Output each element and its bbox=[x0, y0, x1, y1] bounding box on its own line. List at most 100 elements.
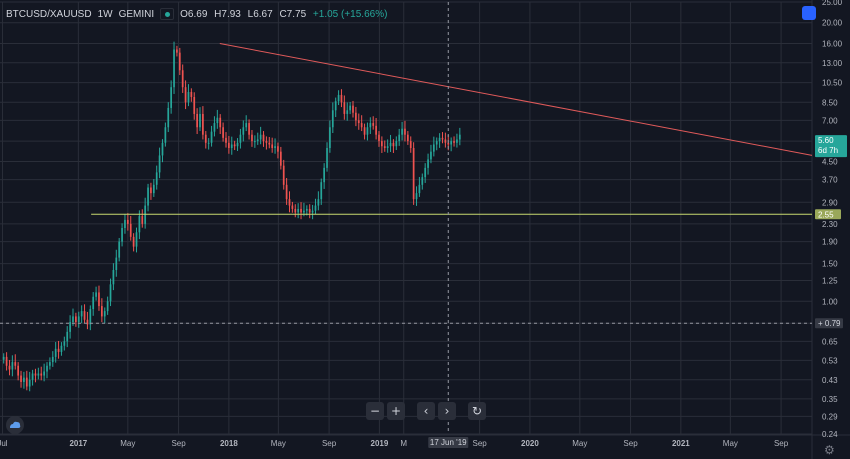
price-tick-label: 8.50 bbox=[822, 98, 838, 107]
time-tick-label: 2018 bbox=[220, 439, 238, 448]
candle-body bbox=[340, 94, 343, 103]
candle-body bbox=[438, 137, 441, 142]
candle-body bbox=[256, 139, 259, 142]
candle-body bbox=[366, 127, 369, 135]
crosshair-price-badge-text: + 0.79 bbox=[818, 319, 841, 328]
candle-body bbox=[311, 210, 314, 213]
price-tick-label: 0.43 bbox=[822, 376, 838, 385]
candle-body bbox=[236, 142, 239, 147]
candle-body bbox=[262, 134, 265, 142]
candle-body bbox=[386, 146, 389, 149]
candle-body bbox=[80, 311, 83, 317]
candle-body bbox=[28, 379, 31, 387]
candle-body bbox=[77, 316, 80, 323]
price-tick-label: 25.00 bbox=[822, 0, 843, 7]
candle-body bbox=[378, 134, 380, 142]
candle-body bbox=[418, 184, 421, 194]
symbol-label[interactable]: BTCUSD/XAUUSD bbox=[6, 8, 92, 20]
candle-body bbox=[150, 187, 152, 194]
candle-body bbox=[170, 87, 173, 108]
candle-body bbox=[343, 102, 346, 114]
candle-body bbox=[132, 236, 135, 247]
candle-body bbox=[441, 137, 444, 140]
resistance-trendline[interactable] bbox=[219, 43, 813, 156]
candle-body bbox=[363, 127, 366, 135]
last-price-badge-bg bbox=[815, 135, 847, 158]
candle-body bbox=[308, 208, 311, 213]
settings-gear-icon[interactable]: ⚙ bbox=[824, 443, 835, 457]
candle-body bbox=[86, 319, 89, 325]
high-value: H7.93 bbox=[214, 8, 241, 20]
candle-body bbox=[239, 134, 242, 143]
candle-body bbox=[282, 165, 285, 185]
time-axis[interactable]: Jul 2017 May Sep 2018 May Sep 2019 M Sep 2020 May Se… bbox=[0, 439, 789, 448]
last-price-badge-text: 6d 7h bbox=[818, 146, 838, 155]
candle-body bbox=[369, 123, 372, 128]
candle-body bbox=[355, 112, 357, 121]
candle-body bbox=[210, 131, 213, 143]
time-tick-label: May bbox=[120, 439, 135, 448]
reset-icon[interactable]: ↻ bbox=[468, 402, 486, 420]
candle-body bbox=[121, 227, 123, 242]
candle-body bbox=[2, 356, 5, 360]
candle-body bbox=[450, 141, 453, 145]
candle-body bbox=[207, 142, 210, 144]
candle-body bbox=[187, 91, 190, 103]
candle-body bbox=[320, 182, 323, 200]
candle-body bbox=[199, 113, 201, 128]
candle-body bbox=[225, 137, 227, 143]
price-tick-label: 20.00 bbox=[822, 19, 843, 28]
candle-body bbox=[8, 365, 11, 370]
candle-body bbox=[43, 371, 45, 376]
candle-body bbox=[317, 199, 320, 206]
candle-body bbox=[392, 142, 395, 147]
candle-body bbox=[401, 128, 403, 135]
candle-body bbox=[72, 316, 74, 323]
price-axis[interactable]: 25.0020.0016.0013.0010.508.507.005.604.5… bbox=[822, 0, 843, 439]
candle-body bbox=[268, 142, 271, 145]
zoom-out-icon[interactable]: − bbox=[366, 402, 384, 420]
candle-body bbox=[63, 341, 66, 346]
candle-body bbox=[230, 144, 233, 149]
candle-body bbox=[141, 216, 144, 224]
candle-body bbox=[164, 127, 167, 143]
candle-body bbox=[98, 292, 100, 307]
candle-body bbox=[222, 127, 224, 138]
candle-body bbox=[20, 375, 22, 382]
price-tick-label: 1.00 bbox=[822, 297, 838, 306]
scroll-right-icon[interactable]: › bbox=[438, 402, 456, 420]
candle-body bbox=[216, 117, 219, 124]
candle-body bbox=[409, 141, 412, 149]
zoom-in-icon[interactable]: + bbox=[387, 402, 405, 420]
crosshair-price-badge-bg bbox=[815, 318, 843, 329]
candle-body bbox=[245, 123, 248, 128]
candle-body bbox=[326, 148, 328, 168]
candle-body bbox=[184, 87, 187, 103]
candle-body bbox=[155, 172, 158, 185]
candle-body bbox=[89, 309, 92, 325]
candle-body bbox=[202, 113, 204, 135]
time-tick-label: May bbox=[271, 439, 286, 448]
scroll-left-icon[interactable]: ‹ bbox=[417, 402, 435, 420]
candle-body bbox=[115, 257, 118, 271]
candle-body bbox=[54, 348, 57, 357]
price-tick-label: 2.90 bbox=[822, 198, 838, 207]
low-value: L6.67 bbox=[247, 8, 273, 20]
status-dot-icon[interactable] bbox=[160, 8, 175, 20]
candle-body bbox=[259, 134, 262, 140]
candle-body bbox=[190, 91, 193, 97]
tradingview-logo-icon[interactable] bbox=[6, 416, 24, 434]
interval-label[interactable]: 1W bbox=[97, 8, 113, 20]
time-tick-label: Jul bbox=[0, 439, 8, 448]
candle-body bbox=[458, 134, 461, 140]
support-price-badge: 2.55 bbox=[815, 209, 841, 220]
chart-toggle-icon[interactable] bbox=[802, 6, 816, 20]
candle-body bbox=[274, 146, 276, 149]
crosshair-date-label: 17 Jun '19 bbox=[430, 438, 467, 447]
candle-body bbox=[23, 377, 25, 382]
candle-body bbox=[31, 373, 34, 380]
candle-body bbox=[329, 127, 331, 149]
candle-body bbox=[251, 134, 253, 142]
